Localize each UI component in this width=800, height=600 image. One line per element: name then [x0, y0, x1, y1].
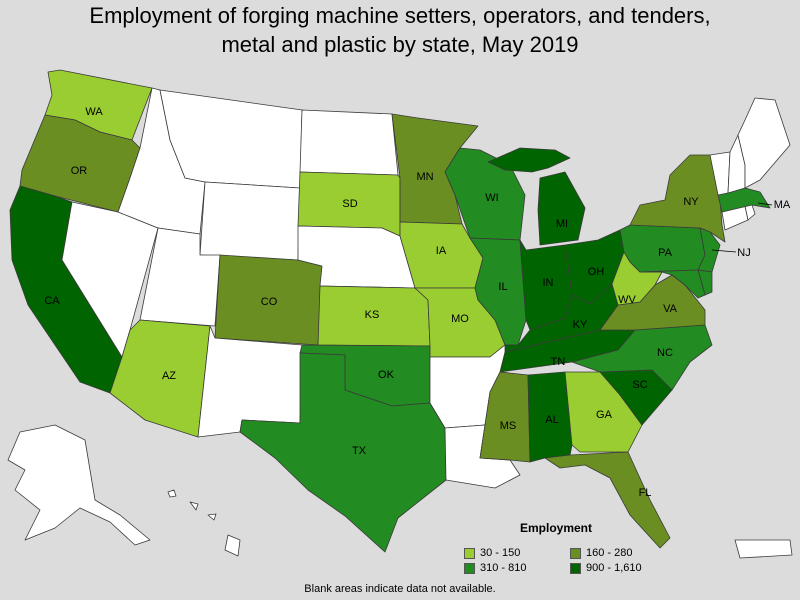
label-CO: CO [261, 296, 278, 308]
legend-label: 160 - 280 [586, 547, 633, 559]
legend-item-30-150: 30 - 150 [464, 547, 520, 559]
label-IN: IN [543, 277, 554, 289]
leader-MA [757, 202, 773, 206]
label-MI: MI [556, 218, 568, 230]
label-KY: KY [573, 319, 588, 331]
label-TN: TN [551, 356, 566, 368]
label-IL: IL [498, 281, 507, 293]
legend-label: 30 - 150 [480, 547, 521, 559]
label-PA: PA [658, 247, 673, 259]
legend-item-310-810: 310 - 810 [464, 562, 526, 574]
title-line-1: Employment of forging machine setters, o… [89, 3, 711, 28]
legend-label: 900 - 1,610 [586, 562, 642, 574]
label-OK: OK [378, 369, 395, 381]
label-AZ: AZ [162, 370, 176, 382]
leader-NJ [711, 249, 737, 253]
state-ME[interactable] [737, 97, 791, 189]
state-ND[interactable] [299, 109, 399, 176]
legend-swatch [570, 547, 581, 559]
legend-swatch [464, 547, 475, 559]
label-OH: OH [588, 266, 605, 278]
label-TX: TX [352, 445, 367, 457]
label-AL: AL [545, 414, 558, 426]
title-line-2: metal and plastic by state, May 2019 [221, 32, 579, 57]
footnote: Blank areas indicate data not available. [304, 583, 496, 595]
legend-label: 310 - 810 [480, 562, 527, 574]
state-HI[interactable] [167, 489, 241, 557]
state-NC[interactable] [571, 324, 713, 391]
label-MS: MS [500, 420, 517, 432]
label-OR: OR [71, 165, 88, 177]
state-FL[interactable] [544, 451, 671, 549]
legend-title: Employment [520, 521, 593, 535]
label-WV: WV [618, 294, 636, 306]
legend-item-900-1610: 900 - 1,610 [570, 562, 642, 574]
state-MD[interactable] [639, 269, 706, 299]
label-SC: SC [632, 379, 647, 391]
legend-swatch [464, 562, 475, 574]
state-TX[interactable] [239, 352, 447, 553]
label-NC: NC [657, 347, 673, 359]
label-GA: GA [596, 409, 613, 421]
state-CA[interactable] [9, 185, 123, 394]
state-MS[interactable] [479, 371, 531, 463]
state-WY[interactable] [199, 181, 301, 261]
label-MA: MA [774, 199, 791, 211]
state-MI[interactable] [487, 147, 586, 246]
label-FL: FL [639, 487, 652, 499]
label-NY: NY [683, 196, 699, 208]
legend: Employment 30 - 150 160 - 280 310 - 810 … [462, 519, 702, 577]
label-CA: CA [44, 295, 60, 307]
map-title: Employment of forging machine setters, o… [0, 1, 800, 59]
label-SD: SD [342, 198, 357, 210]
label-VA: VA [663, 303, 678, 315]
label-KS: KS [365, 309, 380, 321]
label-IA: IA [436, 245, 447, 257]
label-WI: WI [485, 192, 498, 204]
label-MN: MN [416, 171, 433, 183]
label-MO: MO [451, 313, 469, 325]
state-AK[interactable] [7, 424, 151, 546]
state-PR[interactable] [734, 539, 793, 559]
label-WA: WA [85, 106, 103, 118]
label-NJ: NJ [737, 247, 750, 259]
legend-item-160-280: 160 - 280 [570, 547, 632, 559]
legend-swatch [570, 562, 581, 574]
